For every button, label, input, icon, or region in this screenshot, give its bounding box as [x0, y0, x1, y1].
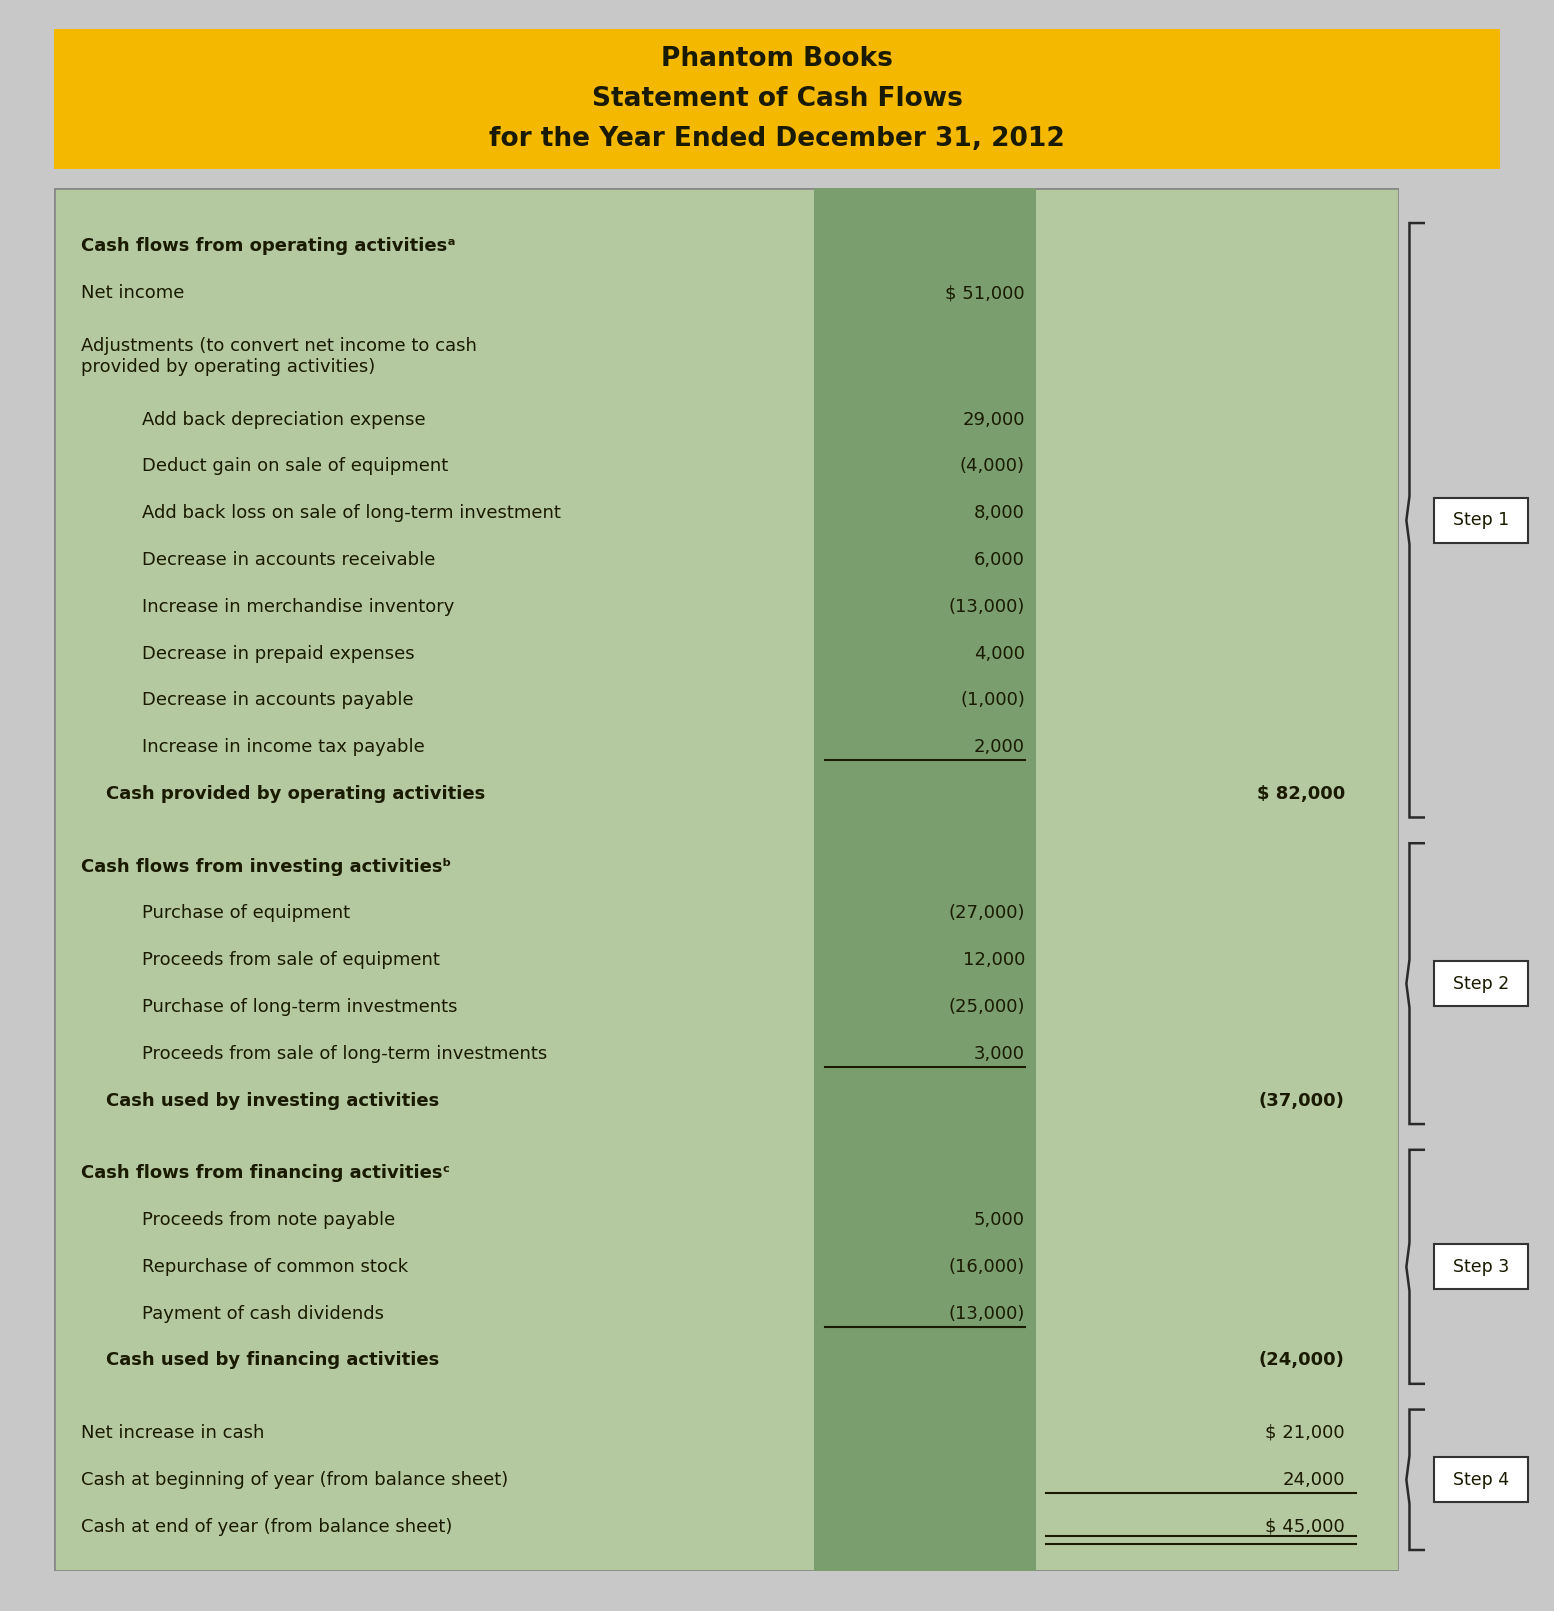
Text: Payment of cash dividends: Payment of cash dividends [141, 1305, 384, 1323]
Text: Decrease in accounts receivable: Decrease in accounts receivable [141, 551, 435, 569]
Text: (13,000): (13,000) [948, 598, 1026, 615]
Text: Cash at beginning of year (from balance sheet): Cash at beginning of year (from balance … [81, 1471, 508, 1489]
Text: Step 3: Step 3 [1453, 1258, 1509, 1276]
Text: Proceeds from note payable: Proceeds from note payable [141, 1211, 395, 1229]
Text: $ 82,000: $ 82,000 [1257, 785, 1344, 802]
Text: 2,000: 2,000 [974, 738, 1026, 756]
Text: Deduct gain on sale of equipment: Deduct gain on sale of equipment [141, 458, 448, 475]
Text: $ 51,000: $ 51,000 [945, 284, 1026, 303]
Text: Decrease in accounts payable: Decrease in accounts payable [141, 691, 413, 709]
Text: Cash used by investing activities: Cash used by investing activities [81, 1092, 440, 1110]
Text: Add back depreciation expense: Add back depreciation expense [141, 411, 426, 429]
Text: Cash used by financing activities: Cash used by financing activities [81, 1352, 440, 1369]
Text: (24,000): (24,000) [1259, 1352, 1344, 1369]
Text: (16,000): (16,000) [948, 1258, 1026, 1276]
Text: (37,000): (37,000) [1259, 1092, 1344, 1110]
FancyBboxPatch shape [814, 188, 1035, 1571]
Text: Net income: Net income [81, 284, 185, 303]
Text: Increase in income tax payable: Increase in income tax payable [141, 738, 424, 756]
Text: Cash provided by operating activities: Cash provided by operating activities [81, 785, 485, 802]
Text: 5,000: 5,000 [974, 1211, 1026, 1229]
FancyBboxPatch shape [54, 188, 1399, 1571]
Text: (27,000): (27,000) [948, 904, 1026, 923]
Text: (4,000): (4,000) [960, 458, 1026, 475]
Text: 29,000: 29,000 [962, 411, 1026, 429]
Text: (13,000): (13,000) [948, 1305, 1026, 1323]
Text: Cash flows from investing activitiesᵇ: Cash flows from investing activitiesᵇ [81, 857, 452, 876]
Text: $ 45,000: $ 45,000 [1265, 1518, 1344, 1535]
Text: Step 2: Step 2 [1453, 975, 1509, 992]
Text: Purchase of equipment: Purchase of equipment [141, 904, 350, 923]
Text: Net increase in cash: Net increase in cash [81, 1424, 264, 1442]
Text: 4,000: 4,000 [974, 644, 1026, 662]
Text: Proceeds from sale of long-term investments: Proceeds from sale of long-term investme… [141, 1046, 547, 1063]
FancyBboxPatch shape [54, 29, 1500, 169]
Text: 24,000: 24,000 [1282, 1471, 1344, 1489]
Text: Decrease in prepaid expenses: Decrease in prepaid expenses [141, 644, 415, 662]
Text: Add back loss on sale of long-term investment: Add back loss on sale of long-term inves… [141, 504, 561, 522]
Text: 8,000: 8,000 [974, 504, 1026, 522]
Text: Purchase of long-term investments: Purchase of long-term investments [141, 999, 457, 1017]
Text: $ 21,000: $ 21,000 [1265, 1424, 1344, 1442]
Text: 12,000: 12,000 [962, 950, 1026, 970]
Text: Step 4: Step 4 [1453, 1471, 1509, 1489]
Text: Cash flows from financing activitiesᶜ: Cash flows from financing activitiesᶜ [81, 1165, 451, 1182]
Text: Repurchase of common stock: Repurchase of common stock [141, 1258, 407, 1276]
Text: Cash at end of year (from balance sheet): Cash at end of year (from balance sheet) [81, 1518, 452, 1535]
Text: Adjustments (to convert net income to cash: Adjustments (to convert net income to ca… [81, 337, 477, 354]
Text: (25,000): (25,000) [948, 999, 1026, 1017]
Text: (1,000): (1,000) [960, 691, 1026, 709]
Text: Step 1: Step 1 [1453, 511, 1509, 530]
Text: Proceeds from sale of equipment: Proceeds from sale of equipment [141, 950, 440, 970]
Text: 6,000: 6,000 [974, 551, 1026, 569]
Text: 3,000: 3,000 [974, 1046, 1026, 1063]
Text: Phantom Books
Statement of Cash Flows
for the Year Ended December 31, 2012: Phantom Books Statement of Cash Flows fo… [490, 47, 1064, 151]
Text: Cash flows from operating activitiesᵃ: Cash flows from operating activitiesᵃ [81, 237, 455, 256]
Text: provided by operating activities): provided by operating activities) [81, 358, 376, 375]
Text: Increase in merchandise inventory: Increase in merchandise inventory [141, 598, 454, 615]
